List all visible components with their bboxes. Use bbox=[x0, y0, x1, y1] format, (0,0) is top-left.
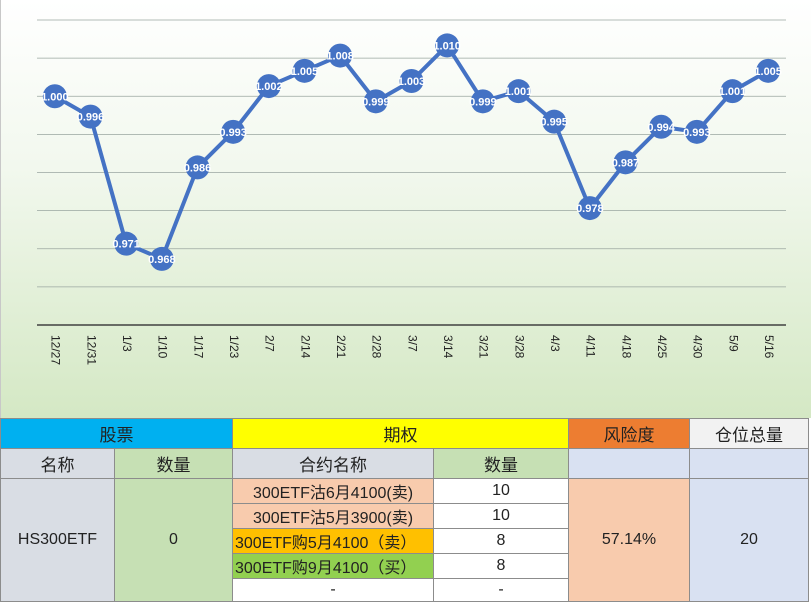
x-tick-label: 5/16 bbox=[762, 335, 776, 359]
data-label: 1.010 bbox=[433, 40, 461, 52]
data-point bbox=[42, 84, 67, 109]
data-label: 0.999 bbox=[469, 96, 497, 108]
data-point bbox=[185, 155, 210, 180]
data-label: 1.001 bbox=[505, 86, 533, 98]
x-tick-label: 1/10 bbox=[156, 335, 170, 359]
x-tick-label: 3/21 bbox=[477, 335, 491, 359]
data-point bbox=[613, 150, 638, 175]
x-tick-label: 4/30 bbox=[691, 335, 705, 359]
data-point bbox=[649, 114, 674, 139]
data-label: 0.994 bbox=[647, 122, 675, 134]
data-point bbox=[328, 43, 353, 68]
contract-qty-cell: 8 bbox=[433, 553, 569, 579]
x-tick-label: 12/27 bbox=[49, 335, 63, 365]
data-label: 1.008 bbox=[326, 51, 354, 63]
x-tick-label: 1/23 bbox=[227, 335, 241, 359]
data-point bbox=[542, 109, 567, 134]
data-point bbox=[114, 231, 139, 256]
position-header: 仓位总量 bbox=[689, 418, 809, 449]
data-point bbox=[149, 246, 174, 271]
data-point bbox=[756, 58, 781, 83]
data-label: 0.996 bbox=[77, 112, 105, 124]
data-label: 0.968 bbox=[148, 254, 176, 266]
data-label: 1.000 bbox=[41, 91, 69, 103]
x-tick-label: 2/14 bbox=[298, 335, 312, 359]
position-subheader-empty bbox=[689, 448, 809, 479]
data-point bbox=[506, 79, 531, 104]
data-point bbox=[720, 79, 745, 104]
data-label: 1.001 bbox=[719, 86, 747, 98]
stock-header: 股票 bbox=[0, 418, 233, 449]
risk-value-cell: 57.14% bbox=[568, 478, 690, 602]
stock-name-cell: HS300ETF bbox=[0, 478, 115, 602]
x-tick-label: 4/25 bbox=[655, 335, 669, 359]
x-tick-label: 3/14 bbox=[441, 335, 455, 359]
data-point bbox=[221, 119, 246, 144]
contract-qty-cell: 8 bbox=[433, 528, 569, 554]
x-tick-label: 1/3 bbox=[120, 335, 134, 352]
risk-header: 风险度 bbox=[568, 418, 690, 449]
contract-name-cell: 300ETF购5月4100（卖） bbox=[232, 528, 434, 554]
data-label: 0.971 bbox=[112, 239, 140, 251]
x-tick-label: 2/21 bbox=[334, 335, 348, 359]
data-label: 1.003 bbox=[398, 76, 426, 88]
contract-subheader: 合约名称 bbox=[232, 448, 434, 479]
x-tick-label: 3/7 bbox=[405, 335, 419, 352]
position-table: 股票 期权 风险度 仓位总量 名称 数量 合约名称 数量 HS300ETF 0 … bbox=[0, 418, 811, 602]
option-header: 期权 bbox=[232, 418, 569, 449]
data-point bbox=[363, 89, 388, 114]
x-tick-label: 4/3 bbox=[548, 335, 562, 352]
contract-name-cell: - bbox=[232, 578, 434, 602]
x-tick-label: 4/11 bbox=[584, 335, 598, 358]
contract-qty-cell: 10 bbox=[433, 478, 569, 504]
risk-subheader-empty bbox=[568, 448, 690, 479]
x-tick-label: 2/28 bbox=[370, 335, 384, 359]
x-tick-label: 12/31 bbox=[84, 335, 98, 365]
contract-qty-subheader: 数量 bbox=[433, 448, 569, 479]
data-point bbox=[684, 119, 709, 144]
data-label: 0.999 bbox=[362, 96, 390, 108]
stock-qty-cell: 0 bbox=[114, 478, 233, 602]
name-subheader: 名称 bbox=[0, 448, 115, 479]
data-label: 0.993 bbox=[683, 127, 711, 139]
data-label: 0.978 bbox=[576, 203, 604, 215]
contract-qty-cell: 10 bbox=[433, 503, 569, 529]
x-tick-label: 2/7 bbox=[263, 335, 277, 352]
position-total-cell: 20 bbox=[689, 478, 809, 602]
x-tick-label: 5/9 bbox=[726, 335, 740, 352]
contract-name-cell: 300ETF购9月4100（买） bbox=[232, 553, 434, 579]
x-tick-label: 3/28 bbox=[512, 335, 526, 359]
contract-name-cell: 300ETF沽5月3900(卖) bbox=[232, 503, 434, 529]
data-label: 1.002 bbox=[255, 81, 283, 93]
data-label: 0.986 bbox=[184, 162, 212, 174]
data-point bbox=[256, 74, 281, 99]
data-point bbox=[577, 196, 602, 221]
data-point bbox=[435, 33, 460, 58]
data-label: 0.987 bbox=[612, 157, 640, 169]
data-label: 1.005 bbox=[754, 66, 782, 78]
line-chart: 1.000 0.996 0.971 0.968 0.986 0.993 1.002 1.005… bbox=[0, 0, 811, 418]
data-point bbox=[292, 58, 317, 83]
contract-name-cell: 300ETF沽6月4100(卖) bbox=[232, 478, 434, 504]
contract-qty-cell: - bbox=[433, 578, 569, 602]
data-point bbox=[470, 89, 495, 114]
data-label: 0.993 bbox=[219, 127, 247, 139]
chart-svg: 1.000 0.996 0.971 0.968 0.986 0.993 1.002 1.005… bbox=[37, 19, 786, 365]
qty-subheader: 数量 bbox=[114, 448, 233, 479]
x-tick-label: 4/18 bbox=[619, 335, 633, 359]
data-point bbox=[78, 104, 103, 129]
data-label: 1.005 bbox=[291, 66, 319, 78]
data-point bbox=[399, 69, 424, 93]
data-label: 0.995 bbox=[540, 117, 568, 129]
x-tick-label: 1/17 bbox=[191, 335, 205, 359]
